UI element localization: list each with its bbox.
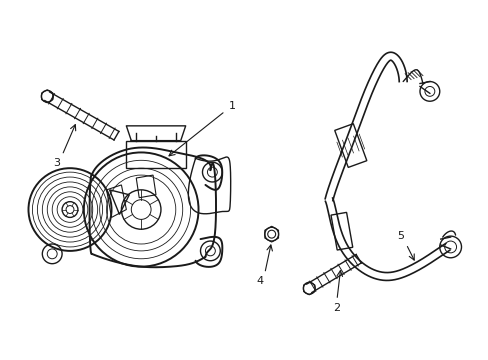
Text: 4: 4 (256, 276, 263, 287)
Text: 5: 5 (396, 231, 403, 241)
Text: 2: 2 (333, 303, 340, 313)
Bar (330, 212, 352, 250)
Text: 1: 1 (228, 101, 235, 111)
Bar (334, 124, 366, 167)
Bar (126, 141, 185, 168)
Text: 3: 3 (54, 158, 61, 168)
